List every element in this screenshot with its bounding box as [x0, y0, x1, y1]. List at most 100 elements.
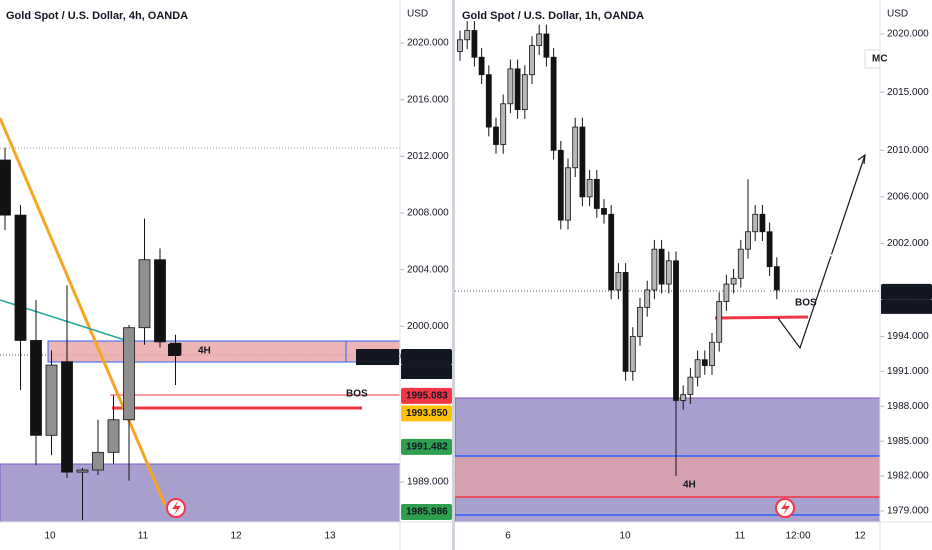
- candle-body: [92, 451, 104, 471]
- y-tick-label: 1979.000: [887, 506, 929, 517]
- title-bg: [458, 6, 608, 26]
- candle-body: [536, 33, 543, 47]
- candle-body: [123, 327, 135, 421]
- candle-body: [593, 178, 600, 209]
- candle-body: [0, 159, 11, 216]
- price-tag-label: 1993.850: [406, 408, 448, 419]
- supply-zone: [455, 456, 880, 498]
- price-axis: [401, 0, 452, 522]
- candle-body: [687, 376, 694, 396]
- candle-body: [169, 342, 182, 356]
- price-tag-label: 1991.482: [406, 442, 448, 453]
- candle-body: [680, 394, 687, 401]
- candle-body: [557, 149, 564, 221]
- candle-body: [737, 248, 744, 279]
- candle-body: [493, 126, 499, 145]
- countdown: 45:06: [886, 302, 911, 313]
- candle-body: [514, 68, 521, 110]
- candle-body: [745, 231, 751, 250]
- arrow-head: [857, 153, 866, 165]
- candle-body: [608, 213, 615, 291]
- candle-body: [478, 56, 485, 76]
- trend-line: [0, 117, 167, 506]
- y-tick-label: 2000.000: [407, 321, 449, 332]
- demand-zone: [0, 463, 401, 523]
- candle-body: [773, 266, 780, 291]
- y-tick-label: 1988.000: [887, 401, 929, 412]
- candle-body: [665, 260, 672, 285]
- price-tag-label: 1985.986: [406, 507, 448, 518]
- y-tick-label: 2006.000: [887, 191, 929, 202]
- title-bg: [2, 6, 152, 26]
- y-tick-label: 2004.000: [407, 264, 449, 275]
- candle-body: [471, 30, 478, 58]
- candle-body: [529, 45, 535, 76]
- candle-body: [457, 39, 463, 52]
- y-tick-label: 2012.000: [407, 151, 449, 162]
- x-tick-label: 12: [230, 531, 242, 542]
- candle-body: [543, 33, 550, 58]
- candle-body: [673, 260, 679, 401]
- y-tick-label: 1985.000: [887, 436, 929, 447]
- candle-body: [30, 340, 42, 436]
- candle-body: [730, 277, 737, 285]
- candle-body: [61, 361, 73, 473]
- candle-body: [76, 469, 89, 473]
- candle-body: [464, 30, 471, 41]
- annotation: BOS: [346, 389, 368, 400]
- alert-bolt: [172, 501, 181, 515]
- price-tag: [401, 387, 452, 404]
- alert-bolt: [781, 501, 790, 515]
- y-tick-label: 2010.000: [887, 145, 929, 156]
- candle-body: [107, 419, 120, 453]
- candle-body: [651, 248, 658, 291]
- icons: [166, 498, 795, 518]
- y-tick-label: 1991.000: [887, 366, 929, 377]
- candle-body: [154, 259, 166, 343]
- candle-body: [521, 74, 528, 110]
- candle-body: [138, 259, 151, 329]
- x-tick-label: 11: [138, 531, 149, 542]
- price-tag: [881, 283, 932, 300]
- x-tick-label: 12: [854, 531, 866, 542]
- x-tick-label: 10: [44, 531, 56, 542]
- x-tick-label: 13: [324, 531, 336, 542]
- price-tag: [401, 438, 452, 455]
- candle-body: [485, 74, 492, 128]
- bos-line: [714, 315, 809, 320]
- x-tick-label: 10: [619, 531, 631, 542]
- symbol-tag: [356, 349, 399, 366]
- y-tick-label: 2015.000: [887, 87, 929, 98]
- candle-body: [759, 213, 766, 233]
- y-tick-label: 1994.000: [887, 331, 929, 342]
- price-axis: [881, 0, 932, 522]
- price-tag: [401, 504, 452, 520]
- y-tick-label: 2020.000: [407, 38, 449, 49]
- axis-unit: USD: [887, 9, 908, 20]
- candle-body: [579, 126, 586, 198]
- y-tick-label: 2020.000: [887, 29, 929, 40]
- candle-body: [658, 248, 665, 285]
- candle-body: [507, 68, 514, 105]
- price-tag-label: 1995.083: [406, 391, 448, 402]
- arrow-line: [763, 227, 881, 294]
- x-tick-label: 11: [735, 531, 746, 542]
- y-tick-label: 1989.000: [407, 477, 449, 488]
- candle-body: [766, 231, 773, 268]
- y-tick-label: 2008.000: [407, 208, 449, 219]
- candle-body: [716, 301, 723, 343]
- symbol-label: XAUUSD: [360, 352, 402, 363]
- candle-body: [565, 167, 571, 221]
- projection-arrow: [777, 154, 866, 350]
- candle-body: [644, 289, 651, 308]
- candle-body: [637, 306, 643, 337]
- candle-body: [709, 341, 715, 366]
- annotation: 4H: [683, 480, 696, 491]
- price-tag: [401, 405, 452, 422]
- candle-body: [586, 178, 593, 198]
- panel-divider: [452, 0, 455, 550]
- candle-body: [500, 103, 507, 145]
- y-tick-label: 2002.000: [887, 238, 929, 249]
- y-tick-label: 2016.000: [407, 94, 449, 105]
